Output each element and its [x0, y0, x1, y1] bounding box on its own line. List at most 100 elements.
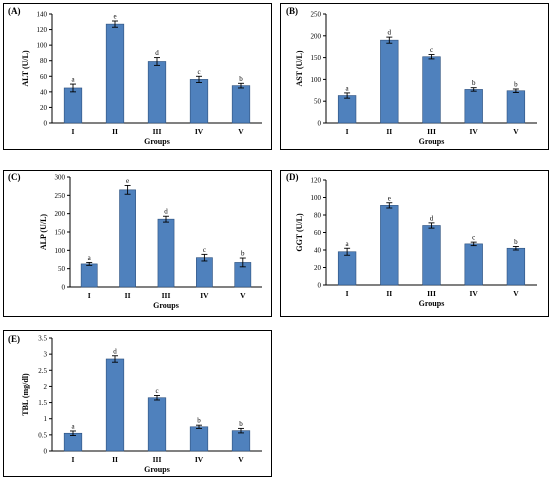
- y-tick-label: 40: [40, 88, 48, 96]
- y-axis-title: TBL (mg/dl): [21, 373, 30, 416]
- panel-frame: [3, 3, 272, 150]
- significance-letter: b: [239, 75, 243, 83]
- y-tick-label: 1: [44, 415, 48, 423]
- y-tick-label: 100: [37, 42, 48, 50]
- y-tick-label: 2.5: [38, 367, 47, 375]
- y-tick-label: 40: [314, 247, 322, 255]
- y-tick-label: 0.5: [38, 431, 47, 439]
- bar: [231, 85, 251, 124]
- bar: [380, 39, 399, 124]
- significance-letter: e: [113, 13, 116, 21]
- x-tick-label: III: [427, 127, 436, 136]
- significance-letter: b: [241, 250, 245, 258]
- x-axis-title: Groups: [419, 299, 445, 308]
- x-tick-label: V: [238, 455, 244, 464]
- bar: [337, 95, 357, 124]
- significance-letter: a: [88, 254, 92, 262]
- bar: [422, 56, 441, 124]
- y-axis-title: AST (U/L): [295, 50, 304, 86]
- panel-frame: [3, 330, 272, 477]
- x-tick-label: I: [72, 127, 75, 136]
- y-tick-label: 150: [55, 229, 66, 237]
- panel-label: (C): [8, 172, 21, 182]
- x-tick-label: IV: [200, 291, 209, 300]
- x-axis-title: Groups: [153, 301, 179, 310]
- x-tick-label: V: [513, 289, 519, 298]
- y-tick-label: 150: [311, 54, 322, 62]
- bar: [119, 189, 136, 288]
- x-tick-label: II: [386, 289, 392, 298]
- x-tick-label: III: [427, 289, 436, 298]
- bar: [464, 89, 483, 124]
- chart-panel-2: (B) 0 50 100 150 200 250 a Id II c III b IV b V Groups AS…: [280, 3, 549, 150]
- y-tick-label: 0: [62, 284, 66, 292]
- bar: [422, 225, 441, 286]
- x-tick-label: IV: [470, 289, 479, 298]
- bar: [231, 430, 251, 452]
- x-tick-label: I: [346, 289, 349, 298]
- x-tick-label: II: [386, 127, 392, 136]
- y-tick-label: 100: [55, 247, 66, 255]
- x-tick-label: V: [238, 127, 244, 136]
- significance-letter: c: [472, 234, 475, 242]
- significance-letter: d: [164, 208, 168, 216]
- x-tick-label: IV: [470, 127, 479, 136]
- significance-letter: a: [346, 240, 350, 248]
- y-tick-label: 60: [314, 229, 322, 237]
- x-tick-label: V: [240, 291, 246, 300]
- x-tick-label: II: [112, 127, 118, 136]
- bar: [147, 397, 167, 452]
- significance-letter: a: [346, 84, 350, 92]
- significance-letter: d: [113, 347, 117, 355]
- y-tick-label: 50: [58, 265, 66, 273]
- significance-letter: a: [71, 422, 75, 430]
- x-axis-title: Groups: [144, 137, 170, 146]
- bar: [157, 218, 175, 288]
- chart-panel-5: (E) 0 0.5 1 1.5 2 2.5 3 3.5 a Id II c III b IV b V Groups T…: [3, 330, 272, 477]
- x-tick-label: III: [162, 291, 171, 300]
- significance-letter: e: [388, 194, 391, 202]
- significance-letter: b: [514, 238, 518, 246]
- y-tick-label: 120: [37, 26, 48, 34]
- x-tick-label: IV: [195, 455, 204, 464]
- significance-letter: c: [203, 246, 206, 254]
- bar: [506, 90, 526, 124]
- y-tick-label: 80: [314, 212, 322, 220]
- x-tick-label: IV: [195, 127, 204, 136]
- y-tick-label: 1.5: [38, 399, 47, 407]
- bar: [105, 358, 125, 452]
- significance-letter: a: [71, 76, 75, 84]
- bar: [196, 257, 213, 288]
- x-tick-label: III: [153, 455, 162, 464]
- y-tick-label: 3.5: [38, 335, 47, 343]
- bar: [147, 61, 167, 124]
- significance-letter: b: [197, 417, 201, 425]
- panel-label: (A): [8, 6, 21, 16]
- significance-letter: e: [126, 177, 129, 185]
- bar: [506, 247, 526, 286]
- y-tick-label: 200: [55, 210, 66, 218]
- panel-frame: [280, 3, 549, 150]
- y-tick-label: 100: [311, 194, 322, 202]
- x-tick-label: II: [112, 455, 118, 464]
- y-tick-label: 100: [311, 76, 322, 84]
- chart-panel-4: (D) 0 20 40 60 80 100 120 a Ie II d III c IV b V Groups GG…: [280, 170, 549, 317]
- bar: [337, 251, 357, 286]
- significance-letter: d: [430, 214, 434, 222]
- y-tick-label: 0: [44, 120, 48, 128]
- y-tick-label: 0: [318, 282, 322, 290]
- x-tick-label: I: [72, 455, 75, 464]
- y-axis-title: ALT (U/L): [21, 50, 30, 87]
- panel-label: (B): [286, 6, 298, 16]
- bar: [464, 243, 483, 286]
- significance-letter: c: [155, 387, 158, 395]
- y-tick-label: 0: [44, 448, 48, 456]
- y-tick-label: 200: [311, 32, 322, 40]
- y-tick-label: 80: [40, 57, 48, 65]
- y-tick-label: 20: [314, 264, 322, 272]
- y-tick-label: 250: [311, 11, 322, 19]
- bar: [63, 87, 83, 124]
- panel-label: (E): [8, 334, 20, 344]
